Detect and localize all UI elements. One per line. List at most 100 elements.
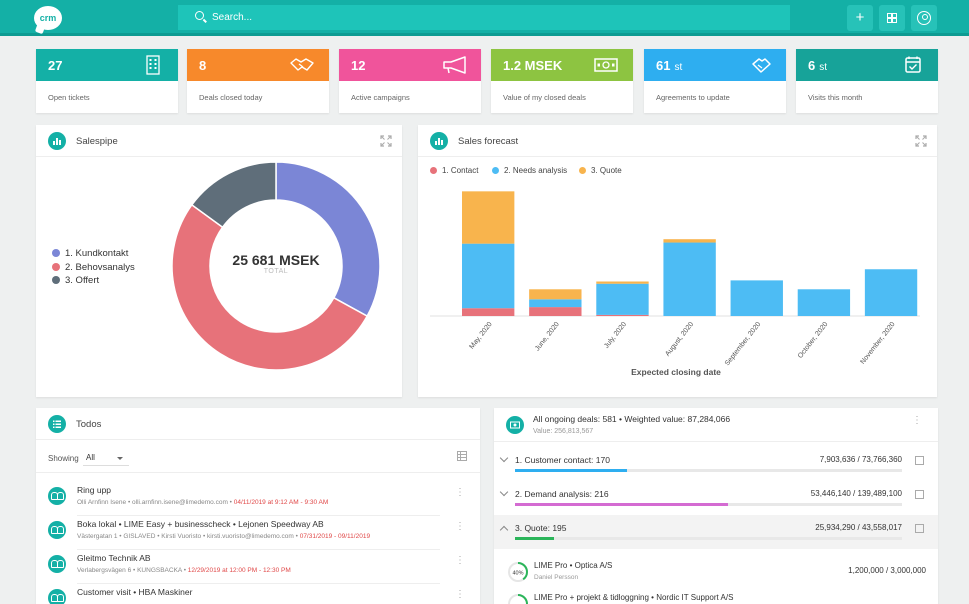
chevron-down-icon[interactable] <box>499 487 509 497</box>
bar-segment[interactable] <box>462 191 515 244</box>
contacts-icon <box>48 589 66 604</box>
kpi-band: 1.2 MSEK <box>491 49 633 81</box>
todo-item[interactable]: Boka lokal • LIME Easy + businesscheck •… <box>36 515 480 550</box>
chevron-down-icon[interactable] <box>499 453 509 463</box>
apps-grid-button[interactable] <box>879 5 905 31</box>
kpi-band: 12 <box>339 49 481 81</box>
search-bar[interactable] <box>178 5 790 30</box>
handshake-icon <box>290 58 314 71</box>
pie-slice[interactable] <box>171 203 369 371</box>
grid-icon[interactable] <box>915 456 924 465</box>
deal-stage-row[interactable]: 1. Customer contact: 170 7,903,636 / 73,… <box>494 447 938 481</box>
probability-ring <box>508 594 528 604</box>
todo-details: Verlabergsvägen 6 • KUNGSBACKA • 12/29/2… <box>77 567 291 574</box>
pie-slice[interactable] <box>275 161 381 318</box>
grid-icon <box>887 13 897 23</box>
x-tick-label: September, 2020 <box>724 321 762 367</box>
kpi-active-campaigns[interactable]: 12 Active campaigns <box>339 49 481 113</box>
deals-summary: All ongoing deals: 581 • Weighted value:… <box>533 414 731 424</box>
search-input[interactable] <box>212 9 772 26</box>
chevron-up-icon[interactable] <box>499 525 509 535</box>
kpi-band: 27 <box>36 49 178 81</box>
legend-dot <box>52 263 60 271</box>
bar-segment[interactable] <box>730 280 783 316</box>
calendar-icon <box>905 56 921 73</box>
deals-card: All ongoing deals: 581 • Weighted value:… <box>494 408 938 604</box>
bar-segment[interactable] <box>864 269 918 316</box>
bar-segment[interactable] <box>596 281 649 284</box>
deal-title: LIME Pro + projekt & tidloggning • Nordi… <box>534 593 734 602</box>
megaphone-icon <box>443 56 466 74</box>
more-options-icon[interactable]: ⋮ <box>912 415 922 426</box>
kpi-open-tickets[interactable]: 27 Open tickets <box>36 49 178 113</box>
bar-segment[interactable] <box>462 243 515 309</box>
more-options-icon[interactable]: ⋮ <box>455 487 465 498</box>
todo-title: Gleitmo Technik AB <box>77 553 151 563</box>
progress-track <box>515 469 902 472</box>
agreement-icon <box>752 58 771 73</box>
kpi-closed-value[interactable]: 1.2 MSEK Value of my closed deals <box>491 49 633 113</box>
x-tick-label: October, 2020 <box>797 321 830 360</box>
add-button[interactable]: + <box>847 5 873 31</box>
stage-value: 7,903,636 / 73,766,360 <box>819 455 902 464</box>
deal-title: LIME Pro • Optica A/S <box>534 561 613 570</box>
probability-ring: 40% <box>508 562 528 582</box>
legend-dot <box>52 249 60 257</box>
bar-segment[interactable] <box>596 314 649 316</box>
stage-value: 25,934,290 / 43,558,017 <box>815 523 902 532</box>
deal-item[interactable]: 40% LIME Pro • Optica A/S Daniel Persson… <box>494 556 938 588</box>
divider <box>36 472 480 473</box>
x-tick-label: July, 2020 <box>603 321 628 350</box>
bar-segment[interactable] <box>529 289 582 300</box>
card-title: Sales forecast <box>458 136 519 147</box>
sales-forecast-chart: May, 2020 June, 2020 July, 2020 August, 202… <box>430 191 920 377</box>
deal-stage-row[interactable]: 2. Demand analysis: 216 53,446,140 / 139… <box>494 481 938 515</box>
todo-details: Olli Arnfinn Isene • olli.arnfinn.isene@… <box>77 499 329 506</box>
bar-segment[interactable] <box>462 308 515 316</box>
bar-segment[interactable] <box>596 283 649 315</box>
bar-segment[interactable] <box>663 242 716 316</box>
pie-slice[interactable] <box>190 161 277 229</box>
x-tick-label: May, 2020 <box>468 321 493 351</box>
more-options-icon[interactable]: ⋮ <box>455 555 465 566</box>
expand-icon[interactable] <box>915 135 927 147</box>
divider <box>77 515 440 516</box>
kpi-label: Value of my closed deals <box>503 93 586 102</box>
kpi-deals-closed[interactable]: 8 Deals closed today <box>187 49 329 113</box>
todo-item[interactable]: Customer visit • HBA Maskiner ⋮ <box>36 583 480 604</box>
progress-bar <box>515 503 728 506</box>
grid-icon[interactable] <box>915 490 924 499</box>
legend-item: 2. Needs analysis <box>492 166 567 175</box>
legend-dot <box>492 167 499 174</box>
expand-icon[interactable] <box>380 135 392 147</box>
filter-select[interactable]: All <box>83 451 129 466</box>
deal-stage-row[interactable]: 3. Quote: 195 25,934,290 / 43,558,017 <box>494 515 938 549</box>
more-options-icon[interactable]: ⋮ <box>455 589 465 600</box>
kpi-value: 1.2 MSEK <box>503 58 563 73</box>
legend-item: 1. Contact <box>430 166 478 175</box>
deal-item[interactable]: LIME Pro + projekt & tidloggning • Nordi… <box>494 588 938 604</box>
user-button[interactable] <box>911 5 937 31</box>
crm-logo[interactable]: crm <box>34 6 62 30</box>
kpi-label: Visits this month <box>808 93 863 102</box>
todo-title: Customer visit • HBA Maskiner <box>77 587 193 597</box>
divider <box>494 441 938 442</box>
settings-grid-icon[interactable] <box>457 451 467 461</box>
bar-segment[interactable] <box>797 289 851 316</box>
legend-dot <box>52 276 60 284</box>
salespipe-donut-chart <box>171 161 381 371</box>
bar-segment[interactable] <box>529 299 582 308</box>
building-icon <box>146 55 160 75</box>
todo-item[interactable]: Ring upp Olli Arnfinn Isene • olli.arnfi… <box>36 481 480 516</box>
bar-segment[interactable] <box>663 239 716 243</box>
bar-segment[interactable] <box>529 307 582 316</box>
progress-track <box>515 503 902 506</box>
todo-item[interactable]: Gleitmo Technik AB Verlabergsvägen 6 • K… <box>36 549 480 584</box>
grid-icon[interactable] <box>915 524 924 533</box>
more-options-icon[interactable]: ⋮ <box>455 521 465 532</box>
legend-dot <box>430 167 437 174</box>
